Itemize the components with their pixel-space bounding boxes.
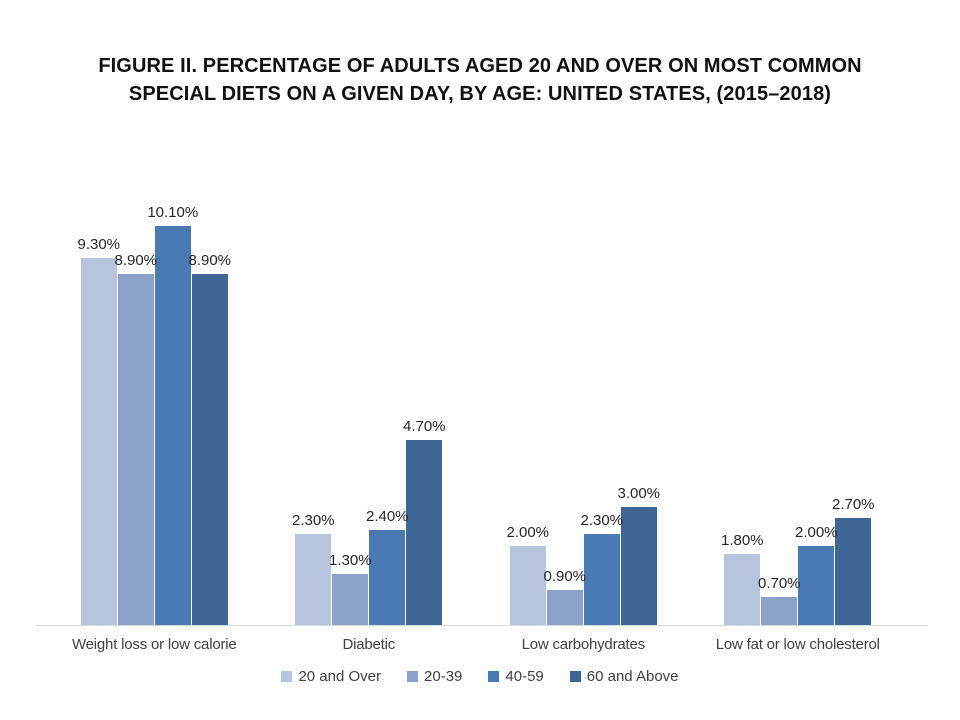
chart-title-line1: FIGURE II. PERCENTAGE OF ADULTS AGED 20 … — [98, 55, 862, 77]
legend-label: 20 and Over — [298, 668, 382, 685]
bar-slot: 10.10% — [147, 183, 198, 625]
bar-slot: 2.00% — [506, 183, 549, 625]
bar-data-label: 2.30% — [291, 512, 335, 530]
legend-item: 20 and Over — [281, 668, 381, 685]
bar-20-39 — [332, 573, 369, 625]
legend-swatch-icon — [569, 671, 581, 682]
bar-slot: 2.00% — [795, 183, 838, 625]
bar-20-39 — [546, 589, 583, 625]
legend-item: 60 and Above — [569, 668, 679, 685]
bar-data-label: 1.30% — [328, 551, 372, 569]
plot-area: 9.30% 8.90% 10.10% 8.90% 2.30% 1.30% 2.40% 4.70… — [36, 183, 928, 626]
bar-40-59 — [154, 226, 191, 625]
bar-slot: 1.30% — [329, 183, 372, 625]
bar-20-and-over — [724, 554, 761, 625]
bar-40-59 — [583, 534, 620, 625]
category-label: Low carbohydrates — [521, 636, 646, 653]
bar-data-label: 2.00% — [506, 524, 550, 542]
bar-20-and-over — [80, 258, 117, 625]
bar-data-label: 0.90% — [543, 567, 587, 585]
bar-20-39 — [117, 273, 154, 625]
category-label: Low fat or low cholesterol — [715, 636, 880, 653]
legend: 20 and Over 20-39 40-59 60 and Above — [0, 668, 960, 685]
bar-20-and-over — [509, 546, 546, 625]
bar-data-label: 0.70% — [757, 575, 801, 593]
bar-40-59 — [798, 546, 835, 625]
bar-data-label: 2.40% — [365, 508, 409, 526]
bar-slot: 8.90% — [114, 183, 157, 625]
legend-label: 60 and Above — [586, 668, 679, 685]
bar-slot: 2.70% — [832, 183, 875, 625]
bar-data-label: 2.00% — [794, 524, 838, 542]
bar-data-label: 3.00% — [617, 484, 661, 502]
legend-label: 40-59 — [505, 668, 544, 685]
legend-swatch-icon — [281, 671, 293, 682]
bar-20-39 — [761, 597, 798, 625]
category-label: Diabetic — [342, 636, 396, 653]
legend-swatch-icon — [488, 671, 500, 682]
bar-slot: 2.30% — [292, 183, 335, 625]
bar-data-label: 8.90% — [114, 251, 158, 269]
bar-40-59 — [369, 530, 406, 625]
legend-swatch-icon — [407, 671, 419, 682]
category-label: Weight loss or low calorie — [71, 636, 237, 653]
bar-data-label: 8.90% — [188, 251, 232, 269]
bar-60-and-above — [406, 439, 443, 625]
bar-slot: 9.30% — [77, 183, 120, 625]
bar-group: 2.30% 1.30% 2.40% 4.70% — [262, 183, 477, 625]
bar-60-and-above — [620, 506, 657, 625]
bar-slot: 3.00% — [617, 183, 660, 625]
chart-title-line2: SPECIAL DIETS ON A GIVEN DAY, BY AGE: UN… — [128, 83, 832, 105]
legend-item: 40-59 — [488, 668, 544, 685]
bar-data-label: 2.70% — [831, 496, 875, 514]
bar-data-label: 1.80% — [720, 532, 764, 549]
legend-item: 20-39 — [407, 668, 462, 685]
bar-slot: 0.90% — [543, 183, 586, 625]
plot-groups: 9.30% 8.90% 10.10% 8.90% 2.30% 1.30% 2.40% 4.70… — [47, 183, 905, 625]
category-axis: Weight loss or low calorie Diabetic Low ca… — [47, 636, 905, 653]
bar-slot: 2.30% — [580, 183, 623, 625]
bar-slot: 2.40% — [366, 183, 409, 625]
bar-data-label: 9.30% — [77, 236, 121, 253]
bar-group: 2.00% 0.90% 2.30% 3.00% — [476, 183, 691, 625]
bar-60-and-above — [835, 518, 872, 625]
bar-slot: 0.70% — [758, 183, 801, 625]
legend-label: 20-39 — [424, 668, 463, 685]
bar-data-label: 10.10% — [147, 204, 199, 222]
chart-title: FIGURE II. PERCENTAGE OF ADULTS AGED 20 … — [0, 52, 960, 108]
bar-group: 9.30% 8.90% 10.10% 8.90% — [47, 183, 262, 625]
bar-data-label: 4.70% — [402, 417, 446, 435]
bar-slot: 4.70% — [403, 183, 446, 625]
bar-60-and-above — [191, 273, 228, 625]
bar-slot: 8.90% — [188, 183, 231, 625]
bar-data-label: 2.30% — [580, 512, 624, 530]
bar-group: 1.80% 0.70% 2.00% 2.70% — [691, 183, 906, 625]
bar-slot: 1.80% — [721, 183, 764, 625]
bar-20-and-over — [295, 534, 332, 625]
